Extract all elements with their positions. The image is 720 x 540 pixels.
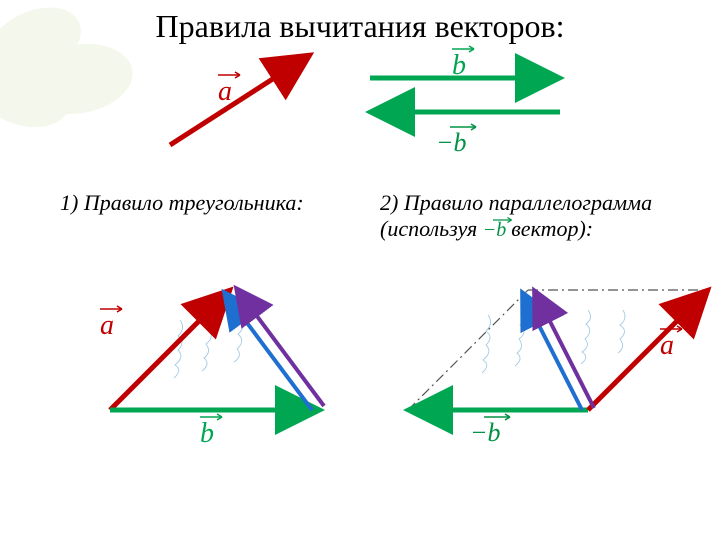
rule1-heading: 1) Правило треугольника: bbox=[60, 190, 304, 216]
vec-negb-label-top: −b bbox=[436, 128, 467, 158]
top-vectors bbox=[0, 0, 720, 170]
triangle-a-label: a bbox=[100, 310, 114, 342]
para-negb-label: −b bbox=[470, 418, 501, 448]
para-a-label: a bbox=[660, 330, 674, 362]
vec-a-label-top: a bbox=[218, 76, 232, 108]
triangle-b-label: b bbox=[200, 418, 214, 450]
rule2-heading: 2) Правило параллелограмма (используя −b… bbox=[380, 190, 700, 242]
triangle-diagram bbox=[80, 260, 360, 460]
vec-b-label-top: b bbox=[452, 50, 466, 82]
